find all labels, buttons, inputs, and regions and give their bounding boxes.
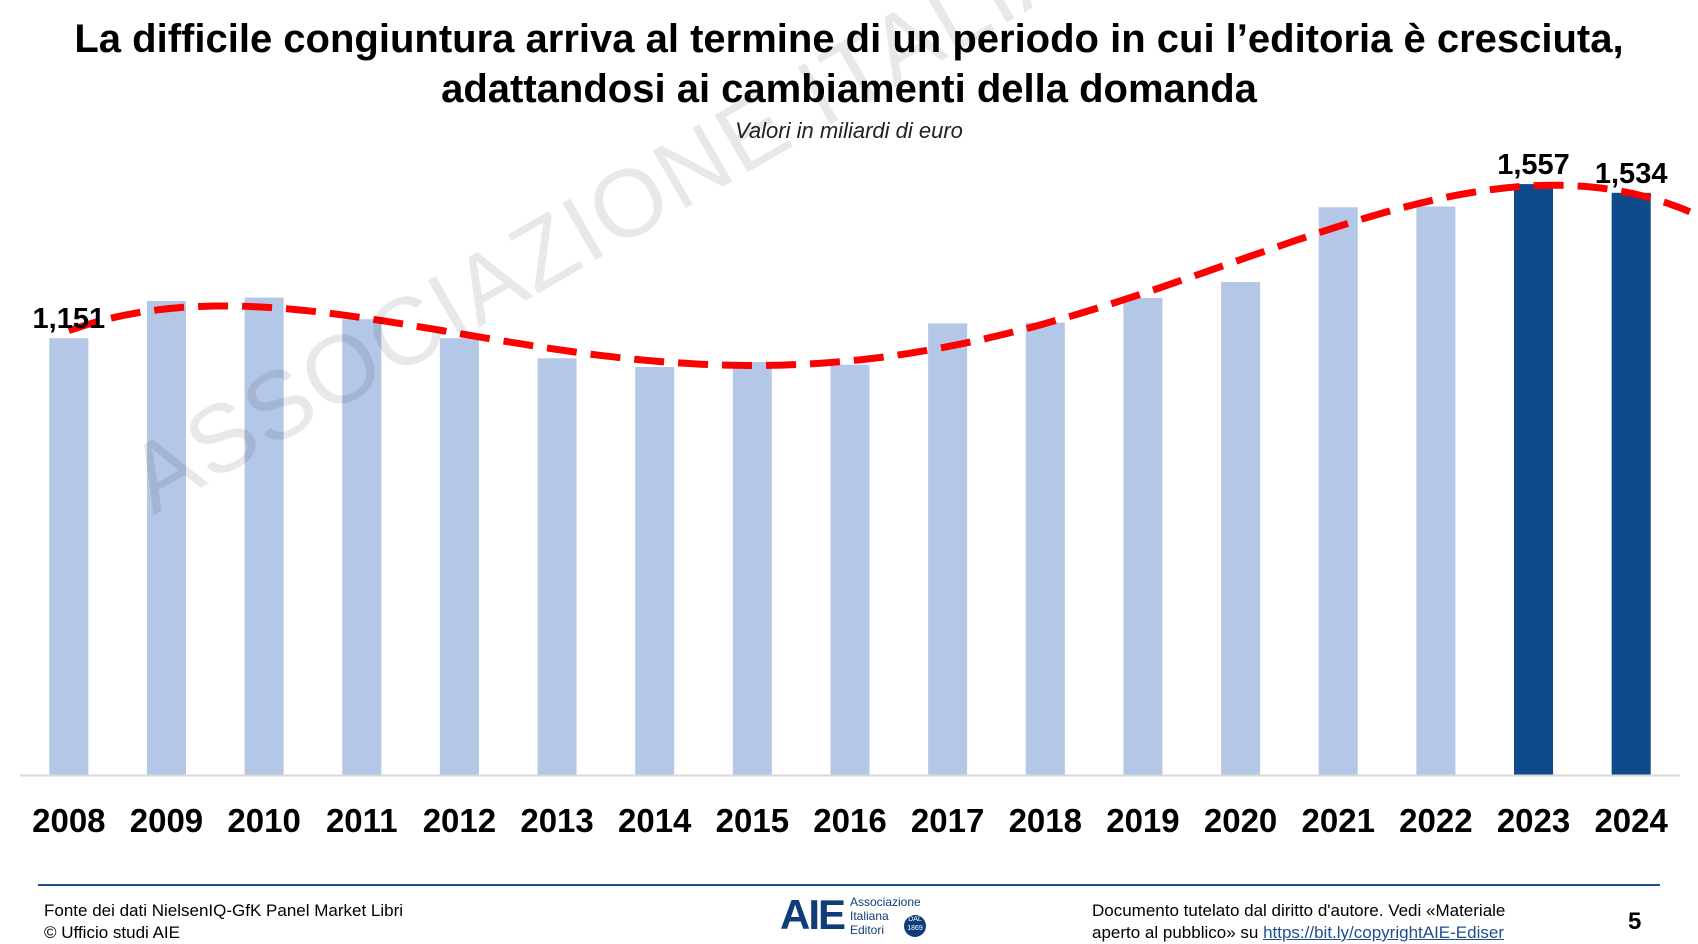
x-tick-label-2022: 2022 <box>1399 802 1472 839</box>
x-tick-label-2023: 2023 <box>1497 802 1570 839</box>
x-tick-label-2012: 2012 <box>423 802 496 839</box>
bar-2022 <box>1416 206 1456 775</box>
data-label-2023: 1,557 <box>1497 149 1570 181</box>
bar-2013 <box>537 358 577 775</box>
footer-copyright: Documento tutelato dal diritto d'autore.… <box>1092 900 1505 944</box>
x-tick-label-2008: 2008 <box>32 802 105 839</box>
copyright-notice: Documento tutelato dal diritto d'autore.… <box>1092 901 1506 920</box>
x-tick-label-2021: 2021 <box>1302 802 1375 839</box>
x-tick-label-2015: 2015 <box>716 802 789 839</box>
bar-2009 <box>146 300 186 775</box>
bar-2021 <box>1318 207 1358 775</box>
page-number: 5 <box>1628 908 1642 935</box>
bar-2014 <box>635 367 675 775</box>
x-tick-label-2017: 2017 <box>911 802 984 839</box>
data-label-2024: 1,534 <box>1595 158 1668 190</box>
bar-2018 <box>1025 322 1065 775</box>
bar-2016 <box>830 364 870 775</box>
logo-text: Associazione Italiana Editori <box>850 895 921 937</box>
bar-2024 <box>1611 192 1651 775</box>
x-tick-label-2011: 2011 <box>326 802 398 839</box>
source-text: Fonte dei dati NielsenIQ-GfK Panel Marke… <box>44 901 404 920</box>
bar-2011 <box>342 319 382 775</box>
copyright-line-2: aperto al pubblico» su https://bit.ly/co… <box>1092 922 1505 944</box>
bar-2008 <box>49 338 89 775</box>
bar-2015 <box>732 362 772 775</box>
footer-divider <box>38 884 1660 886</box>
logo-badge: DAL 1869 <box>904 915 926 937</box>
copyright-office: © Ufficio studi AIE <box>44 923 180 942</box>
bar-2023 <box>1514 184 1554 776</box>
data-label-2008: 1,151 <box>33 303 106 335</box>
bar-2012 <box>439 338 479 775</box>
x-tick-label-2018: 2018 <box>1009 802 1082 839</box>
x-tick-label-2010: 2010 <box>227 802 300 839</box>
x-tick-label-2019: 2019 <box>1106 802 1179 839</box>
bar-chart: 2008 2009 2010 2011 2012 2013 2014 2015 2016 2017… <box>20 149 1692 839</box>
logo-mark: AIE <box>780 891 846 938</box>
bar-2010 <box>244 297 284 775</box>
bar-2017 <box>928 323 968 775</box>
x-tick-label-2014: 2014 <box>618 802 692 839</box>
copyright-prefix: aperto al pubblico» su <box>1092 923 1264 942</box>
x-tick-label-2020: 2020 <box>1204 802 1277 839</box>
copyright-link[interactable]: https://bit.ly/copyrightAIE-Ediser <box>1263 923 1504 942</box>
chart-subtitle: Valori in miliardi di euro <box>735 118 963 143</box>
x-tick-label-2024: 2024 <box>1594 802 1668 839</box>
footer-source: Fonte dei dati NielsenIQ-GfK Panel Marke… <box>44 900 403 944</box>
x-tick-label-2009: 2009 <box>130 802 203 839</box>
logo-line-3: Editori <box>850 923 885 937</box>
slide-title: La difficile congiuntura arriva al termi… <box>74 17 1624 111</box>
trendline <box>67 181 1692 369</box>
x-tick-label-2016: 2016 <box>813 802 886 839</box>
bar-2019 <box>1123 297 1163 775</box>
x-tick-label-2013: 2013 <box>520 802 593 839</box>
logo-line-2: Italiana <box>850 909 889 923</box>
logo-line-1: Associazione <box>850 895 921 909</box>
bar-2020 <box>1221 282 1261 775</box>
